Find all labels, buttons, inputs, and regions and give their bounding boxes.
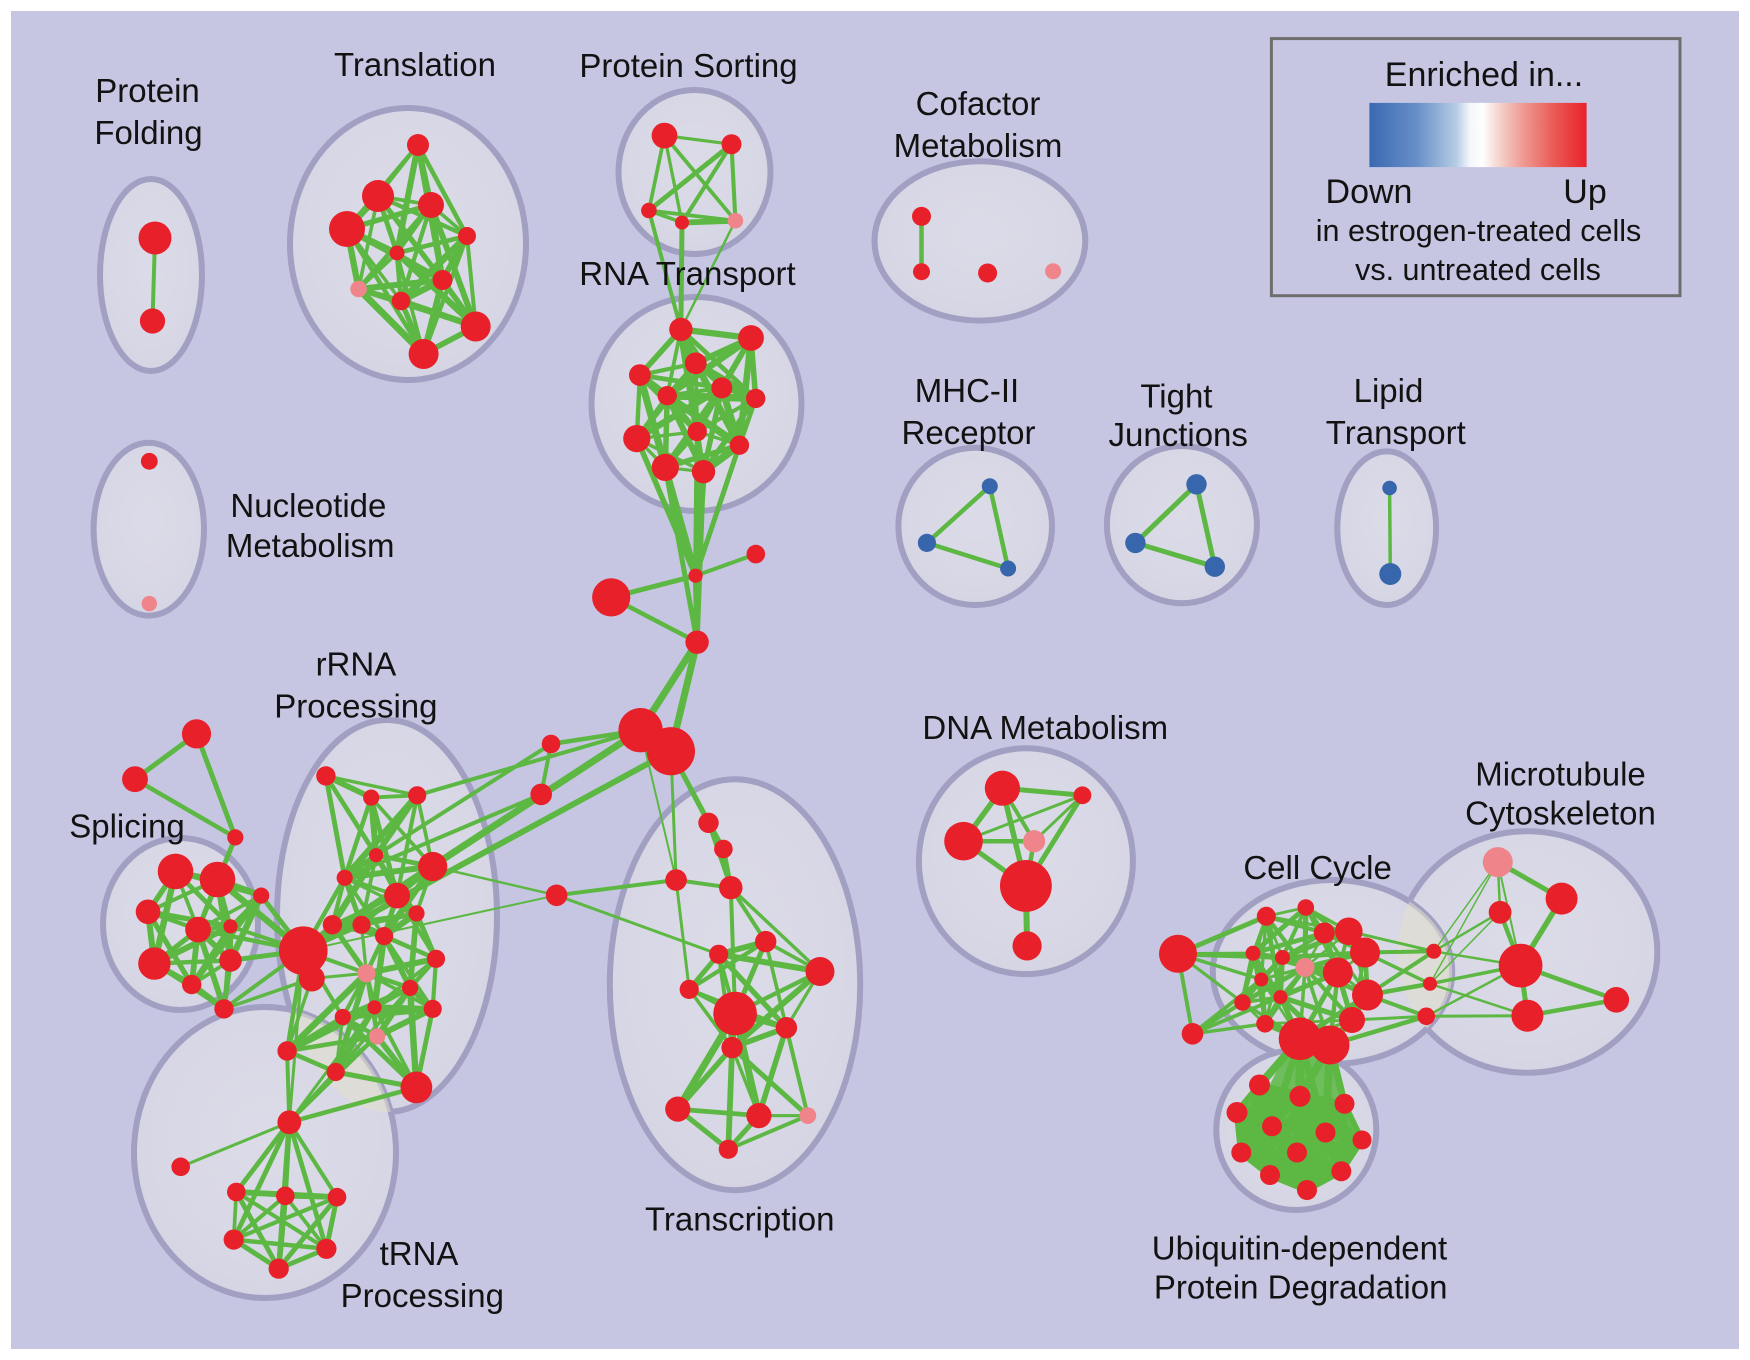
svg-text:RNA Transport: RNA Transport bbox=[579, 255, 795, 292]
svg-text:Ubiquitin-dependent: Ubiquitin-dependent bbox=[1152, 1230, 1447, 1267]
svg-text:DNA Metabolism: DNA Metabolism bbox=[922, 709, 1168, 746]
svg-text:rRNA: rRNA bbox=[316, 646, 397, 683]
svg-text:Transport: Transport bbox=[1326, 414, 1466, 451]
svg-text:Up: Up bbox=[1563, 173, 1606, 211]
svg-text:Tight: Tight bbox=[1140, 378, 1212, 415]
svg-text:Protein Sorting: Protein Sorting bbox=[579, 47, 797, 84]
svg-text:MHC-II: MHC-II bbox=[915, 372, 1019, 409]
svg-text:Enriched in...: Enriched in... bbox=[1385, 56, 1583, 94]
svg-text:Down: Down bbox=[1326, 173, 1413, 211]
svg-text:Transcription: Transcription bbox=[645, 1200, 835, 1237]
svg-text:Cytoskeleton: Cytoskeleton bbox=[1465, 794, 1656, 831]
svg-text:Metabolism: Metabolism bbox=[226, 527, 395, 564]
svg-text:Microtubule: Microtubule bbox=[1475, 756, 1646, 793]
svg-text:Cell Cycle: Cell Cycle bbox=[1243, 849, 1392, 886]
svg-text:Receptor: Receptor bbox=[902, 414, 1036, 451]
svg-text:Metabolism: Metabolism bbox=[894, 127, 1063, 164]
svg-text:Junctions: Junctions bbox=[1108, 416, 1247, 453]
svg-text:vs. untreated cells: vs. untreated cells bbox=[1355, 253, 1601, 287]
svg-text:Splicing: Splicing bbox=[69, 807, 185, 844]
svg-text:Lipid: Lipid bbox=[1354, 372, 1424, 409]
svg-text:Nucleotide: Nucleotide bbox=[230, 487, 386, 524]
svg-text:tRNA: tRNA bbox=[380, 1235, 459, 1272]
svg-text:in estrogen-treated cells: in estrogen-treated cells bbox=[1316, 214, 1642, 248]
svg-text:Protein: Protein bbox=[95, 72, 200, 109]
svg-text:Translation: Translation bbox=[334, 46, 496, 83]
svg-text:Processing: Processing bbox=[341, 1277, 504, 1314]
svg-text:Processing: Processing bbox=[274, 688, 437, 725]
svg-text:Protein Degradation: Protein Degradation bbox=[1154, 1268, 1448, 1305]
svg-text:Folding: Folding bbox=[94, 114, 202, 151]
svg-text:Cofactor: Cofactor bbox=[916, 85, 1041, 122]
